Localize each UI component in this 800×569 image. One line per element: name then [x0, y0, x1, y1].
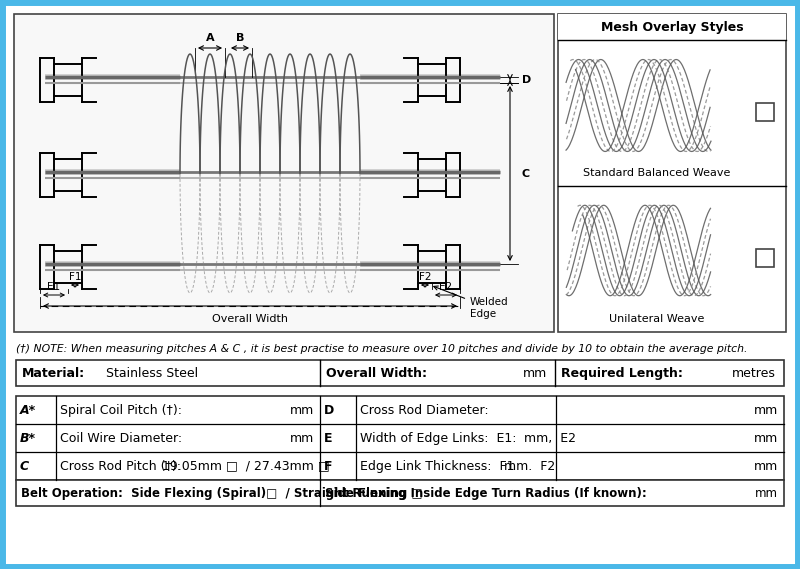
Text: Cross Rod Diameter:: Cross Rod Diameter: — [360, 403, 489, 417]
Text: F1: F1 — [69, 272, 82, 282]
Text: A*: A* — [20, 403, 36, 417]
Text: 19.05mm □  / 27.43mm □: 19.05mm □ / 27.43mm □ — [162, 460, 330, 472]
Text: F2: F2 — [418, 272, 431, 282]
Text: mm: mm — [522, 366, 547, 380]
Text: F: F — [324, 460, 333, 472]
Text: Mesh Overlay Styles: Mesh Overlay Styles — [601, 20, 743, 34]
Text: Side Flexing Inside Edge Turn Radius (If known):: Side Flexing Inside Edge Turn Radius (If… — [325, 486, 646, 500]
Bar — [16, 396, 784, 480]
Text: Width of Edge Links:  E1:: Width of Edge Links: E1: — [360, 431, 517, 444]
Text: Overall Width: Overall Width — [212, 314, 288, 324]
Text: Spiral Coil Pitch (†):: Spiral Coil Pitch (†): — [60, 403, 182, 417]
Text: mm: mm — [290, 431, 314, 444]
Text: A: A — [206, 33, 214, 43]
Text: mm: mm — [754, 403, 778, 417]
Text: (†) NOTE: When measuring pitches A & C , it is best practise to measure over 10 : (†) NOTE: When measuring pitches A & C ,… — [16, 344, 747, 354]
Text: Overall Width:: Overall Width: — [326, 366, 427, 380]
Text: Edge Link Thickness:  F1: Edge Link Thickness: F1 — [360, 460, 514, 472]
Bar — [14, 14, 554, 332]
Text: E1: E1 — [47, 282, 61, 292]
Text: B: B — [236, 33, 244, 43]
Text: C: C — [20, 460, 29, 472]
Text: D: D — [522, 75, 531, 85]
Text: E2: E2 — [439, 282, 453, 292]
Text: metres: metres — [732, 366, 776, 380]
Text: Required Length:: Required Length: — [561, 366, 683, 380]
Bar — [558, 14, 786, 40]
Bar — [558, 14, 786, 332]
Text: mm: mm — [290, 403, 314, 417]
Text: Material:: Material: — [22, 366, 85, 380]
Text: mm,  E2: mm, E2 — [524, 431, 576, 444]
Bar — [756, 249, 774, 267]
Text: E: E — [324, 431, 333, 444]
Text: Coil Wire Diameter:: Coil Wire Diameter: — [60, 431, 182, 444]
Text: mm.  F2: mm. F2 — [504, 460, 555, 472]
Bar — [756, 103, 774, 121]
Text: Welded
Edge: Welded Edge — [434, 286, 509, 319]
Text: mm: mm — [754, 431, 778, 444]
Text: Cross Rod Pitch (†):: Cross Rod Pitch (†): — [60, 460, 181, 472]
Bar — [16, 480, 784, 506]
Text: C: C — [522, 168, 530, 179]
Text: D: D — [324, 403, 334, 417]
Text: Belt Operation:  Side Flexing (Spiral)□  / Straight Running □: Belt Operation: Side Flexing (Spiral)□ /… — [21, 486, 422, 500]
Text: B*: B* — [20, 431, 36, 444]
Text: mm: mm — [755, 486, 778, 500]
Text: Standard Balanced Weave: Standard Balanced Weave — [583, 168, 730, 178]
Bar — [16, 360, 784, 386]
Text: mm: mm — [754, 460, 778, 472]
Text: Stainless Steel: Stainless Steel — [106, 366, 198, 380]
Text: Unilateral Weave: Unilateral Weave — [610, 314, 705, 324]
